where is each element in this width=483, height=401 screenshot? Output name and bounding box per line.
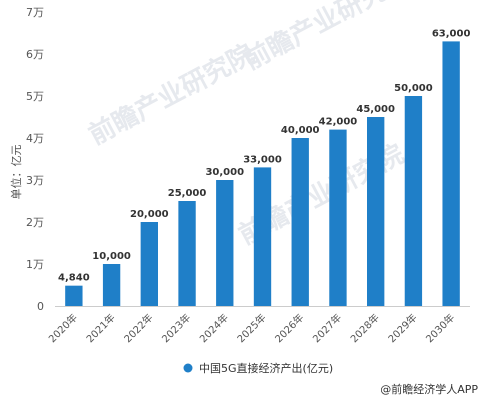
bar-value-label: 33,000 <box>243 154 282 165</box>
y-tick-label: 2万 <box>26 216 44 229</box>
bar <box>178 201 196 306</box>
legend: 中国5G直接经济产出(亿元) <box>183 361 333 375</box>
x-tick-label: 2030年 <box>423 311 457 345</box>
bar <box>216 180 234 306</box>
x-tick-label: 2026年 <box>272 311 306 345</box>
bar <box>404 96 423 306</box>
bar <box>253 167 272 306</box>
bar-value-label: 25,000 <box>168 188 207 199</box>
y-tick-label: 1万 <box>26 258 44 271</box>
x-tick-label: 2023年 <box>159 311 193 345</box>
legend-label: 中国5G直接经济产出(亿元) <box>199 361 333 375</box>
watermark-1: 前瞻产业研究院 <box>84 38 259 151</box>
bar <box>140 222 158 306</box>
bar <box>102 264 121 306</box>
x-tick-label: 2021年 <box>83 311 117 345</box>
x-tick-label: 2024年 <box>197 311 231 345</box>
x-tick-label: 2028年 <box>348 311 382 345</box>
y-tick-label: 7万 <box>26 6 44 19</box>
watermark-2: 前瞻产业研究院 <box>239 0 414 76</box>
y-tick-label: 6万 <box>26 48 44 61</box>
bar-value-label: 45,000 <box>356 104 395 115</box>
y-axis-label: 单位：亿元 <box>9 145 23 200</box>
x-tick-label: 2029年 <box>385 311 419 345</box>
y-axis-ticks: 0 1万 2万 3万 4万 5万 6万 7万 <box>26 6 44 313</box>
bar <box>442 41 460 307</box>
x-tick-label: 2025年 <box>234 311 268 345</box>
y-tick-label: 4万 <box>26 132 44 145</box>
bar-value-label: 50,000 <box>394 83 433 94</box>
y-tick-label: 0 <box>37 300 44 313</box>
bar <box>291 138 309 306</box>
bar-value-label: 10,000 <box>92 251 131 262</box>
x-tick-label: 2027年 <box>310 311 344 345</box>
y-tick-label: 5万 <box>26 90 44 103</box>
bar-value-label: 40,000 <box>281 125 320 136</box>
bar-value-label: 4,840 <box>58 273 90 284</box>
y-tick-label: 3万 <box>26 174 44 187</box>
bar-value-label: 30,000 <box>205 167 244 178</box>
legend-marker <box>183 363 193 373</box>
bar <box>329 129 347 306</box>
bar-value-label: 42,000 <box>319 117 358 128</box>
source-credit: @前瞻经济学人APP <box>380 382 478 396</box>
bar <box>367 117 385 306</box>
bar <box>65 285 83 306</box>
x-tick-label: 2022年 <box>121 311 155 345</box>
bar-value-label: 20,000 <box>130 209 169 220</box>
x-axis-ticks: 2020年 2021年 2022年 2023年 2024年 2025年 2026年 2027年… <box>46 311 458 345</box>
x-tick-label: 2020年 <box>46 311 80 345</box>
bar-value-label: 63,000 <box>432 28 471 39</box>
